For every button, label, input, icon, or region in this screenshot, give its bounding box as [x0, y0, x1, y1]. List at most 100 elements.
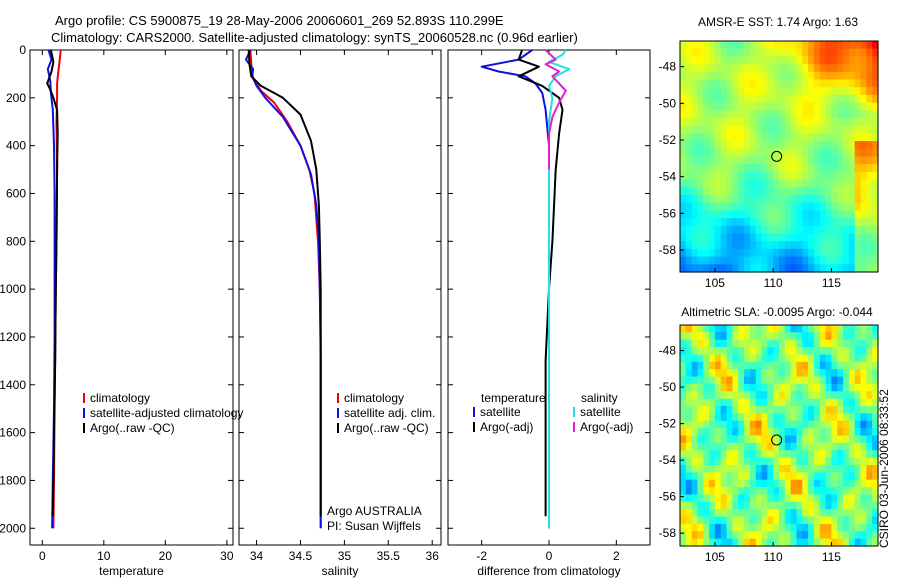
map-cell — [808, 501, 815, 510]
map-cell — [755, 339, 763, 348]
map-cell — [726, 361, 734, 370]
map-cell — [720, 133, 728, 142]
map-cell — [784, 202, 792, 211]
map-cell — [726, 48, 734, 57]
map-cell — [854, 141, 862, 150]
map-cell — [703, 332, 710, 341]
map-cell — [854, 256, 862, 265]
map-cell — [854, 179, 862, 188]
map-cell — [860, 256, 867, 265]
map-cell — [808, 325, 815, 333]
map-cell — [767, 164, 774, 173]
map-cell — [790, 48, 798, 57]
map-cell — [738, 179, 745, 188]
map-cell — [755, 110, 763, 119]
map-cell — [749, 354, 757, 363]
map-cell — [709, 195, 716, 204]
map-cell — [703, 428, 710, 437]
map-cell — [709, 464, 716, 473]
map-cell — [680, 225, 687, 235]
map-cell — [680, 148, 687, 158]
map-cell — [749, 179, 757, 188]
map-cell — [732, 420, 739, 429]
map-cell — [685, 347, 693, 356]
map-cell — [691, 110, 699, 119]
map-x-tick-label: 110 — [764, 550, 783, 564]
map-cell — [796, 487, 803, 496]
map-cell — [685, 457, 693, 466]
map-cell — [790, 64, 798, 73]
map-cell — [866, 376, 873, 385]
map-cell — [773, 87, 780, 96]
map-cell — [819, 479, 827, 488]
float-location-marker — [771, 150, 783, 162]
map-cell — [749, 464, 757, 473]
map-cell — [761, 41, 768, 50]
map-cell — [784, 531, 792, 540]
map-cell — [860, 171, 867, 181]
map-cell — [854, 71, 862, 81]
map-cell — [714, 383, 722, 392]
map-cell — [837, 171, 844, 181]
map-cell — [825, 464, 833, 473]
map-cell — [790, 339, 798, 348]
map-cell — [738, 210, 745, 219]
map-cell — [680, 233, 687, 242]
map-cell — [749, 420, 757, 429]
legend-entry-2: Argo(..raw -QC) — [344, 421, 429, 435]
map-cell — [732, 369, 739, 378]
map-cell — [703, 523, 710, 532]
map-cell — [784, 398, 792, 407]
map-cell — [749, 361, 757, 370]
map-cell — [848, 71, 856, 81]
map-cell — [796, 110, 803, 119]
map-cell — [819, 171, 827, 181]
map-cell — [697, 248, 704, 258]
map-cell — [726, 248, 734, 258]
map-cell — [732, 202, 739, 211]
map-cell — [843, 156, 850, 165]
map-cell — [831, 156, 838, 165]
map-cell — [872, 71, 879, 81]
map-cell — [714, 347, 722, 356]
map-cell — [872, 347, 879, 356]
map-cell — [843, 87, 850, 96]
map-cell — [784, 347, 792, 356]
map-cell — [732, 531, 739, 540]
map-cell — [761, 442, 768, 451]
map-cell — [744, 248, 751, 258]
map-cell — [808, 494, 815, 503]
map-cell — [767, 406, 774, 414]
map-cell — [848, 435, 856, 444]
map-cell — [714, 472, 722, 481]
map-cell — [709, 442, 716, 451]
map-cell — [691, 413, 699, 422]
map-cell — [709, 361, 716, 370]
map-cell — [732, 102, 739, 111]
map-cell — [854, 102, 862, 111]
map-cell — [860, 347, 867, 356]
map-cell — [790, 71, 798, 81]
map-cell — [703, 164, 710, 173]
map-cell — [843, 256, 850, 265]
map-y-tick-label: -58 — [659, 526, 677, 540]
map-cell — [709, 179, 716, 188]
map-cell — [837, 442, 844, 451]
map-cell — [837, 110, 844, 119]
map-cell — [744, 102, 751, 111]
map-cell — [714, 110, 722, 119]
map-cell — [779, 450, 786, 459]
map-cell — [837, 102, 844, 111]
map-cell — [726, 141, 734, 150]
map-cell — [738, 125, 745, 134]
map-cell — [714, 210, 722, 219]
map-cell — [854, 202, 862, 211]
map-cell — [714, 420, 722, 429]
map-cell — [831, 110, 838, 119]
map-cell — [726, 164, 734, 173]
map-cell — [726, 398, 734, 407]
map-cell — [808, 479, 815, 488]
map-cell — [790, 202, 798, 211]
map-cell — [843, 509, 850, 518]
map-cell — [720, 248, 728, 258]
